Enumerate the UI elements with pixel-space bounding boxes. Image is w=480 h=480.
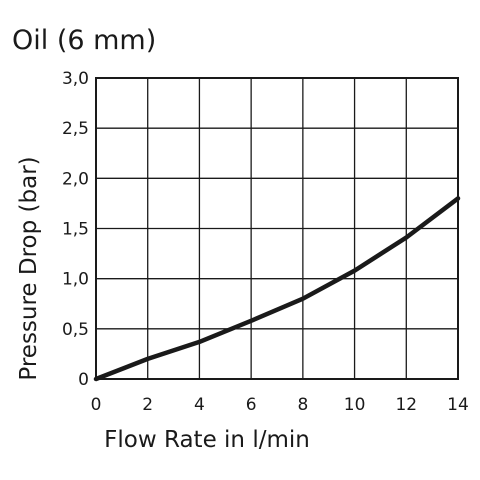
x-tick-label: 8 [297,395,308,415]
x-tick-label: 0 [91,395,102,415]
y-tick-label: 0 [78,370,89,390]
y-tick-labels: 0 0,5 1,0 1,5 2,0 2,5 3,0 [62,69,89,390]
x-tick-label: 4 [194,395,205,415]
series [93,196,461,382]
y-tick-label: 2,0 [62,169,89,189]
y-tick-label: 3,0 [62,69,89,89]
x-tick-label: 6 [246,395,257,415]
y-axis-label: Pressure Drop (bar) [16,156,42,380]
x-tick-labels: 0 2 4 6 8 10 12 14 [91,395,469,415]
x-tick-label: 2 [142,395,153,415]
chart-title: Oil (6 mm) [12,25,157,56]
x-tick-label: 14 [447,395,469,415]
series-line [93,196,461,382]
y-tick-label: 0,5 [62,320,89,340]
grid [95,77,459,380]
y-tick-label: 1,5 [62,220,89,240]
x-tick-label: 10 [344,395,366,415]
y-tick-label: 1,0 [62,270,89,290]
plot-area-frame [95,77,459,380]
x-tick-label: 12 [395,395,417,415]
x-axis-label: Flow Rate in l/min [104,427,310,453]
y-tick-label: 2,5 [62,119,89,139]
